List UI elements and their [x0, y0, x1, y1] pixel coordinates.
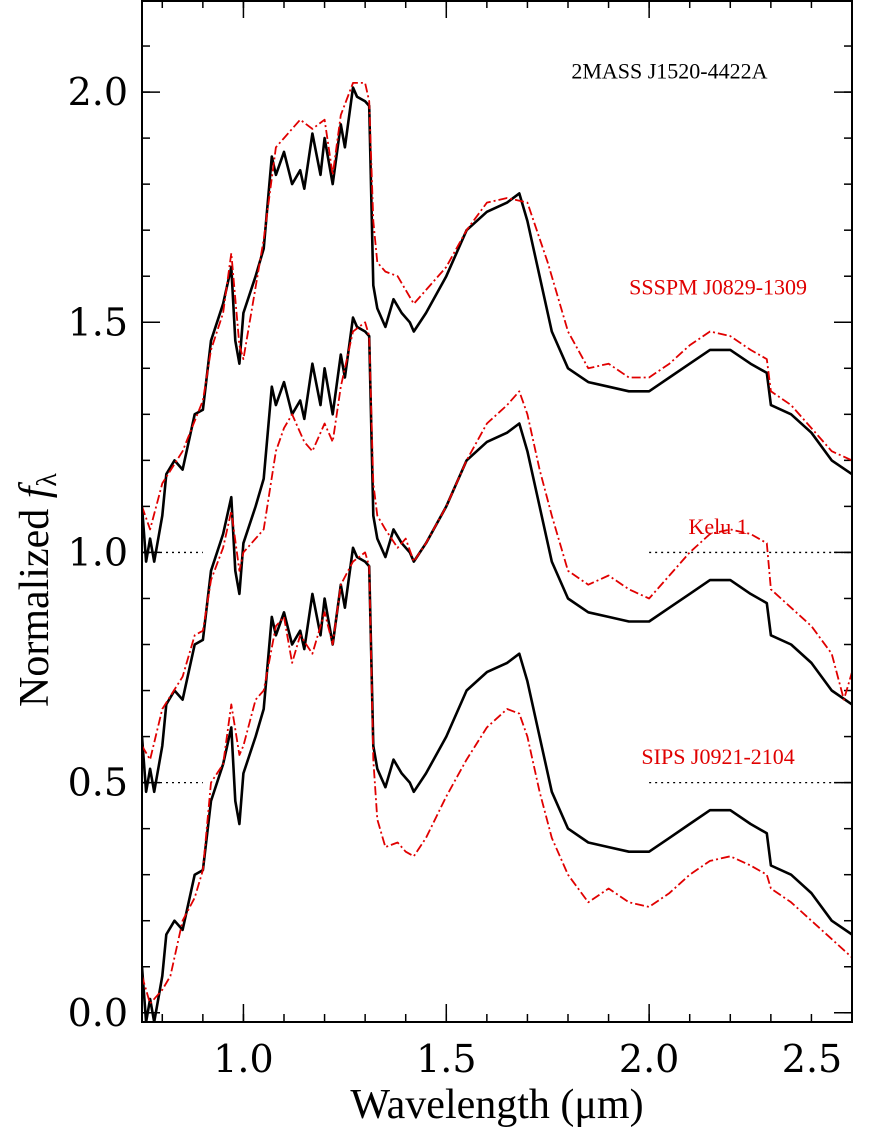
- x-tick-label: 1.0: [213, 1037, 273, 1081]
- plot-elements: 1.0 1.5 2.0 2.5 0.0 0.5 1.0 1.5 2.0 2MASS J1520-4…: [68, 0, 853, 1081]
- comparison-spectrum-1-0: [142, 82, 852, 531]
- comparison-spectrum-2-0: [142, 321, 852, 761]
- y-axis-title-main: Normalized: [12, 498, 58, 707]
- y-tick-label: 0.5: [68, 761, 128, 805]
- y-tick-label: 1.5: [68, 300, 128, 344]
- y-axis-title: Normalized fλ: [12, 473, 63, 707]
- reference-spectrum-0-2: [142, 86, 852, 563]
- annotation-label: 2MASS J1520-4422A: [571, 58, 767, 83]
- annotation-label: SSSPM J0829-1309: [629, 275, 807, 300]
- x-axis-title: Wavelength (μm): [350, 1082, 643, 1128]
- annotation-label: SIPS J0921-2104: [641, 744, 794, 769]
- comparison-spectrum-3-0: [142, 551, 852, 1005]
- reference-spectrum-0-0: [142, 546, 852, 1022]
- y-tick-label: 0.0: [68, 991, 128, 1035]
- y-tick-label: 2.0: [68, 70, 128, 114]
- x-tick-label: 2.5: [782, 1037, 842, 1081]
- annotation-label: Kelu 1: [688, 514, 747, 539]
- x-tick-label: 1.5: [416, 1037, 476, 1081]
- y-tick-label: 1.0: [68, 530, 128, 574]
- plot-frame: [141, 0, 853, 1023]
- y-axis-title-sub: λ: [32, 473, 63, 487]
- reference-spectrum-0-1: [142, 316, 852, 794]
- x-tick-label: 2.0: [619, 1037, 679, 1081]
